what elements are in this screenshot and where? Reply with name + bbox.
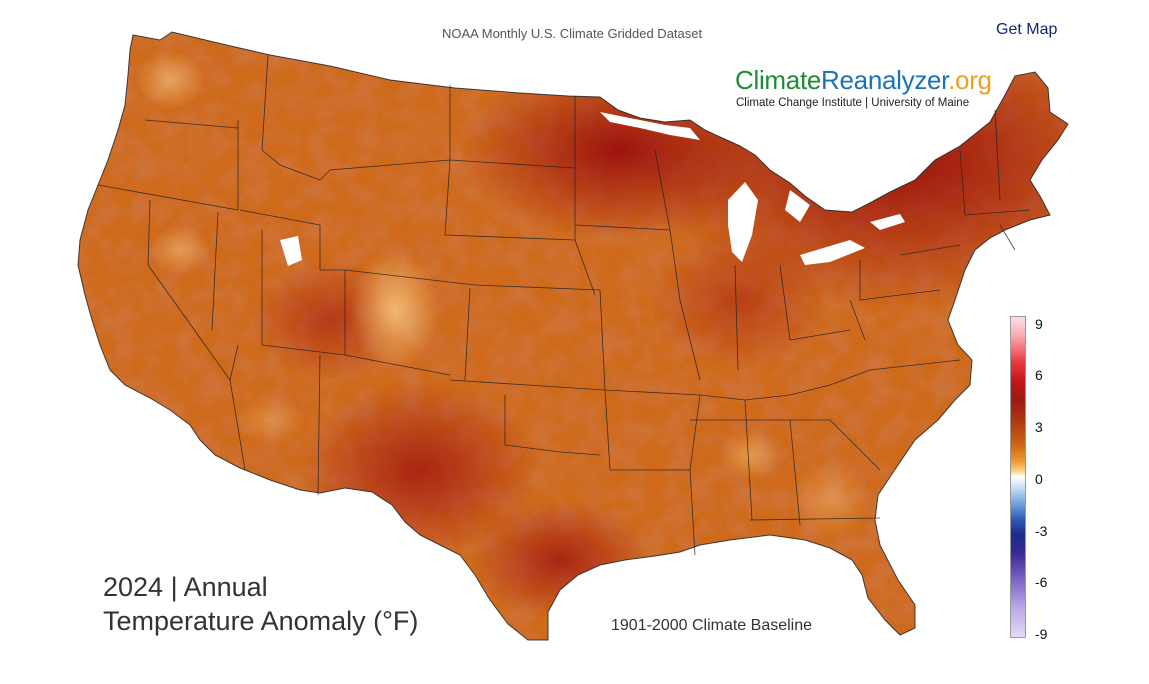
great-salt-lake [280,236,302,266]
legend-tick-6: 6 [1035,367,1043,383]
brand-part3: .org [948,65,992,95]
get-map-link[interactable]: Get Map [996,21,1058,38]
brand-subtitle: Climate Change Institute | University of… [736,97,970,109]
legend-tick-minus6: -6 [1035,574,1048,590]
state-borders [77,31,1069,641]
dataset-source: NOAA Monthly U.S. Climate Gridded Datase… [442,26,703,41]
legend-tick-minus3: -3 [1035,523,1048,539]
legend-tick-3: 3 [1035,419,1043,435]
legend-tick-9: 9 [1035,316,1043,332]
brand-part2: Reanalyzer [821,65,949,95]
great-lakes [600,112,905,265]
legend-tick-0: 0 [1035,471,1043,487]
colorbar-legend [1010,316,1026,638]
anomaly-field [78,32,1068,640]
map-title-line1: 2024 | Annual [103,572,268,602]
map-title-line2: Temperature Anomaly (°F) [103,606,419,636]
brand-logo[interactable]: ClimateReanalyzer.org [735,65,992,96]
legend-tick-minus9: -9 [1035,626,1048,642]
baseline-label: 1901-2000 Climate Baseline [611,617,813,634]
brand-part1: Climate [735,65,822,95]
